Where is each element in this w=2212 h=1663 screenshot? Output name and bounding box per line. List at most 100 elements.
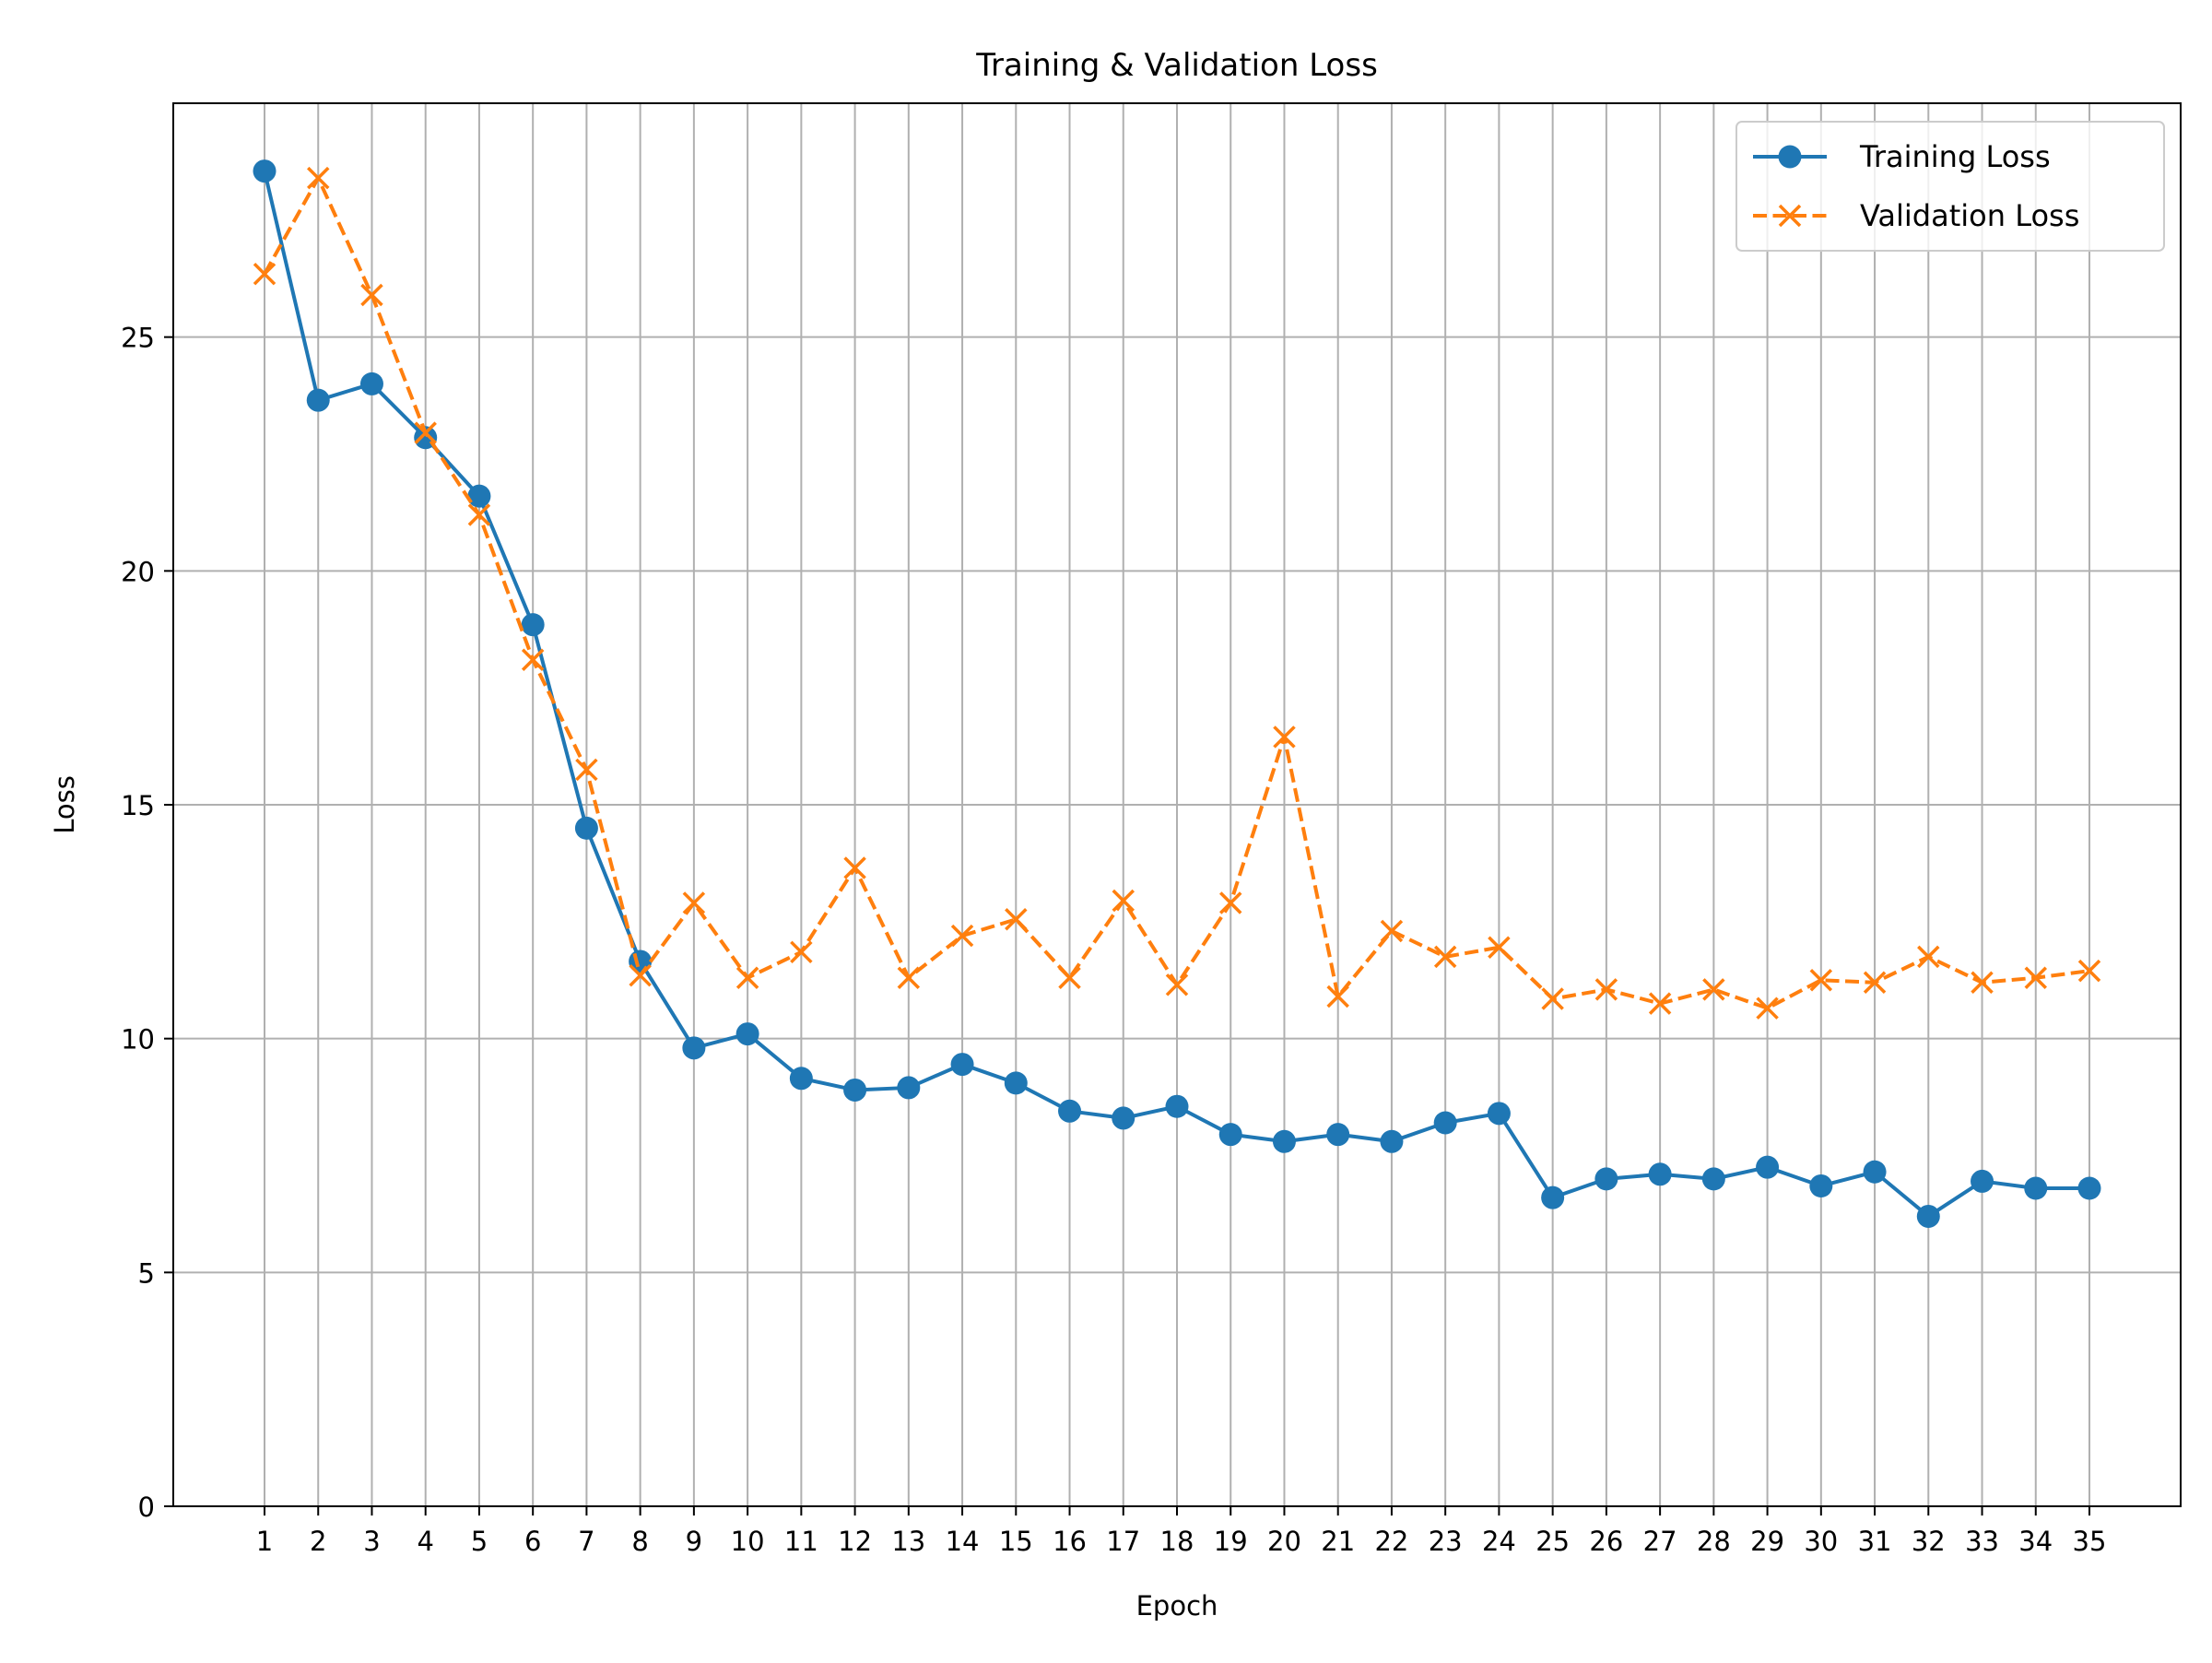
x-tick-label: 16 [1053,1526,1087,1557]
data-point [1809,1174,1833,1197]
data-point [843,1078,867,1102]
data-point [1702,978,1725,1001]
data-point [735,1022,759,1046]
x-tick-label: 22 [1374,1526,1408,1557]
data-point [574,816,598,840]
data-point [467,484,491,508]
data-point [360,283,383,307]
x-tick-label: 24 [1482,1526,1516,1557]
y-tick-label: 15 [121,790,155,821]
data-point [359,372,383,395]
data-point [1165,1094,1189,1118]
x-tick-label: 19 [1214,1526,1248,1557]
data-point [1218,1123,1242,1147]
axes: 1 2 3 4 5 6 7 8 9 10 11 12 13 14 15 16 17 18 19 20 21 22 23 24 2… [121,323,2106,1557]
data-point [2077,1176,2101,1200]
data-point [1809,969,1833,992]
data-point [897,1076,921,1100]
x-tick-label: 35 [2073,1526,2107,1557]
data-point [2024,1176,2048,1200]
x-tick-label: 27 [1643,1526,1677,1557]
data-point [1433,945,1457,969]
data-point [1058,1099,1082,1123]
x-tick-label: 1 [256,1526,273,1557]
data-point [1326,1123,1350,1147]
x-tick-label: 9 [686,1526,702,1557]
data-point [575,758,598,782]
data-point [1005,908,1028,931]
x-tick-label: 28 [1697,1526,1731,1557]
x-tick-label: 20 [1267,1526,1301,1557]
data-point [843,856,866,879]
x-tick-label: 15 [999,1526,1033,1557]
data-point [1272,1129,1296,1153]
x-tick-label: 32 [1912,1526,1946,1557]
data-point [1326,985,1349,1008]
data-point [1487,1102,1511,1126]
x-tick-label: 33 [1965,1526,1999,1557]
data-point [1273,725,1296,749]
data-point [682,891,706,914]
x-tick-label: 18 [1160,1526,1194,1557]
x-tick-label: 21 [1321,1526,1355,1557]
data-point [1112,1106,1135,1130]
y-tick-label: 25 [121,323,155,354]
data-point [950,924,974,948]
data-point [1541,1185,1565,1209]
series-group [253,159,2101,1228]
x-tick-label: 4 [417,1526,433,1557]
y-tick-label: 5 [138,1257,155,1289]
x-tick-label: 34 [2018,1526,2053,1557]
data-point [1165,973,1189,997]
data-point [306,166,330,190]
data-point [521,648,545,671]
y-tick-label: 10 [121,1024,155,1056]
data-point [950,1053,974,1077]
x-tick-label: 7 [578,1526,594,1557]
data-point [253,159,276,183]
data-point [1380,1129,1404,1153]
data-point [1917,945,1940,969]
x-tick-label: 11 [784,1526,818,1557]
data-point [414,421,437,444]
data-point [1863,971,1887,995]
data-point [1433,1111,1457,1135]
data-point [789,1067,813,1091]
data-point [253,262,276,286]
data-point [1971,971,1994,995]
data-point [1971,1169,1994,1193]
x-tick-label: 12 [838,1526,872,1557]
x-axis-label: Epoch [1136,1590,1218,1622]
data-point [306,388,330,412]
x-tick-label: 14 [946,1526,980,1557]
data-point [629,963,652,987]
x-tick-label: 26 [1589,1526,1623,1557]
y-tick-label: 20 [121,556,155,587]
x-tick-label: 25 [1535,1526,1570,1557]
x-tick-label: 3 [363,1526,380,1557]
legend: Training Loss Validation Loss [1735,121,2165,252]
series-training [253,159,2101,1228]
x-tick-label: 8 [631,1526,648,1557]
data-point [2024,966,2047,989]
data-point [1488,936,1511,959]
legend-box [1735,121,2165,252]
x-tick-label: 30 [1804,1526,1838,1557]
data-point [1916,1204,1940,1228]
x-tick-label: 17 [1106,1526,1140,1557]
legend-marker [1778,204,1802,228]
data-point [2077,959,2101,983]
data-point [521,613,545,637]
x-tick-label: 31 [1858,1526,1892,1557]
x-tick-label: 6 [524,1526,541,1557]
data-point [1701,1167,1725,1191]
y-axis-label: Loss [49,775,80,834]
data-point [1648,992,1672,1015]
series-validation [253,166,2101,1020]
chart-title: Training & Validation Loss [975,47,1378,84]
data-point [682,1036,706,1060]
data-point [1380,919,1404,943]
data-point [1219,891,1242,914]
